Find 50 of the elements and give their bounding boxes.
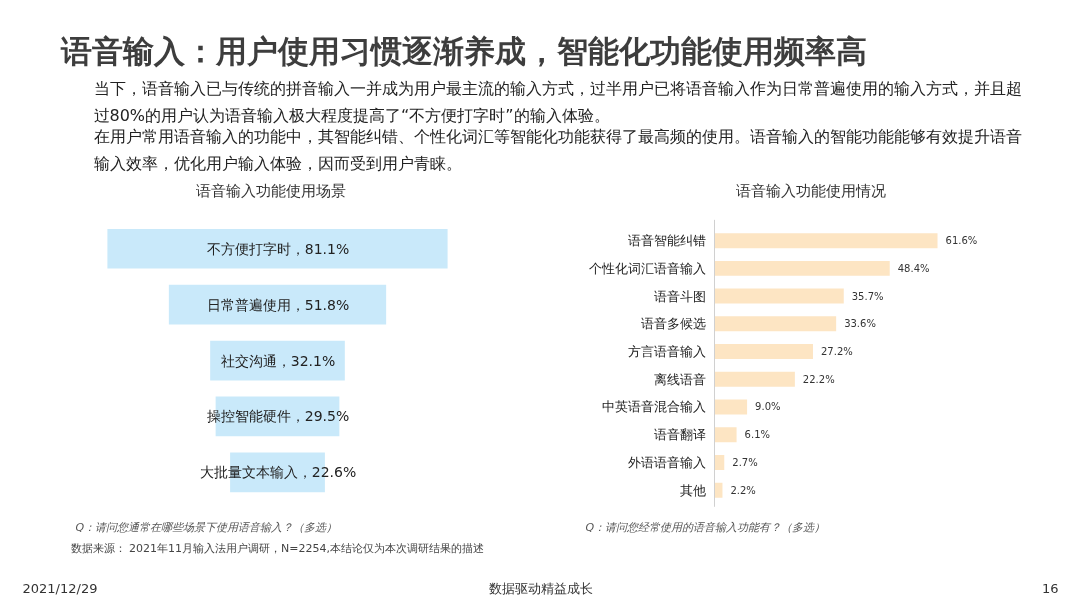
bar <box>714 427 737 443</box>
text: 2021/12/29 <box>22 581 98 596</box>
y-tick-label: 其他 <box>679 482 706 498</box>
category-label: 大批量文本输入 <box>199 464 298 481</box>
category-label: 社交沟通 <box>220 352 277 369</box>
source-note: 数据来源： 2021年11月输入法用户调研，N=2254,本结论仅为本次调研结果的描述 <box>70 542 484 555</box>
data-label: 61.6% <box>945 235 978 247</box>
bar <box>714 371 795 387</box>
data-label: ，81.1% <box>290 240 350 257</box>
text: 16 <box>1041 581 1059 596</box>
text: Q：请问您经常使用的语音输入功能有？（多选） <box>585 520 826 534</box>
text: 语音输入功能使用场景 <box>195 181 346 200</box>
data-label: ，32.1% <box>276 352 336 369</box>
bar <box>714 454 725 470</box>
data-label: 22.2% <box>802 373 835 385</box>
data-label: 35.7% <box>851 290 884 302</box>
data-label: 6.1% <box>744 429 770 441</box>
text: Q：请问您通常在哪些场景下使用语音输入？（多选） <box>75 520 338 534</box>
data-label: 2.2% <box>730 484 756 496</box>
data-label: 2.7% <box>732 456 758 468</box>
text: 当下，语音输入已与传统的拼音输入一并成为用户最主流的输入方式，过半用户已将语音输入作为日常普遍使用的输入方式，并且超过80%的用户认为语音输入极大程度提高了“不方便打字时”的输入体验。 <box>93 78 1022 126</box>
text: 语音输入：用户使用习惯逐渐养成，智能化功能使用频率高 <box>59 32 867 69</box>
data-label: ，22.6% <box>297 464 357 481</box>
bar <box>714 233 938 249</box>
text: 在用户常用语音输入的功能中，其智能纠错、个性化词汇等智能化功能获得了最高频的使用。语音输入的智能功能能够有效提升语音输入效率，优化用户输入体验，因而受到用户青睐。 <box>93 126 1022 174</box>
chart-title: 语音输入功能使用情况 <box>735 181 886 200</box>
y-tick-label: 语音斗图 <box>653 288 706 304</box>
bar <box>714 316 837 332</box>
category-label: 不方便打字时 <box>206 240 291 257</box>
y-tick-label: 语音多候选 <box>640 316 706 332</box>
data-label: ，51.8% <box>290 296 350 313</box>
y-tick-label: 外语语音输入 <box>627 454 706 470</box>
bar <box>714 288 844 304</box>
data-label: ，29.5% <box>290 408 350 425</box>
bar <box>714 344 813 360</box>
y-tick-label: 语音智能纠错 <box>627 233 706 249</box>
bar <box>714 399 748 415</box>
y-tick-label: 方言语音输入 <box>627 344 706 360</box>
y-tick-label: 离线语音 <box>653 371 706 387</box>
text: 数据驱动精益成长 <box>488 581 593 596</box>
data-label: 9.0% <box>755 401 781 413</box>
category-label: 日常普遍使用 <box>206 296 291 313</box>
y-tick-label: 语音翻译 <box>653 427 706 443</box>
data-label: 27.2% <box>820 346 853 358</box>
y-tick-label: 中英语音混合输入 <box>601 399 706 415</box>
data-label: 48.4% <box>897 262 930 274</box>
category-label: 操控智能硬件 <box>206 408 291 425</box>
data-label: 33.6% <box>844 318 876 330</box>
bar <box>714 260 890 276</box>
y-tick-label: 个性化词汇语音输入 <box>588 260 706 276</box>
